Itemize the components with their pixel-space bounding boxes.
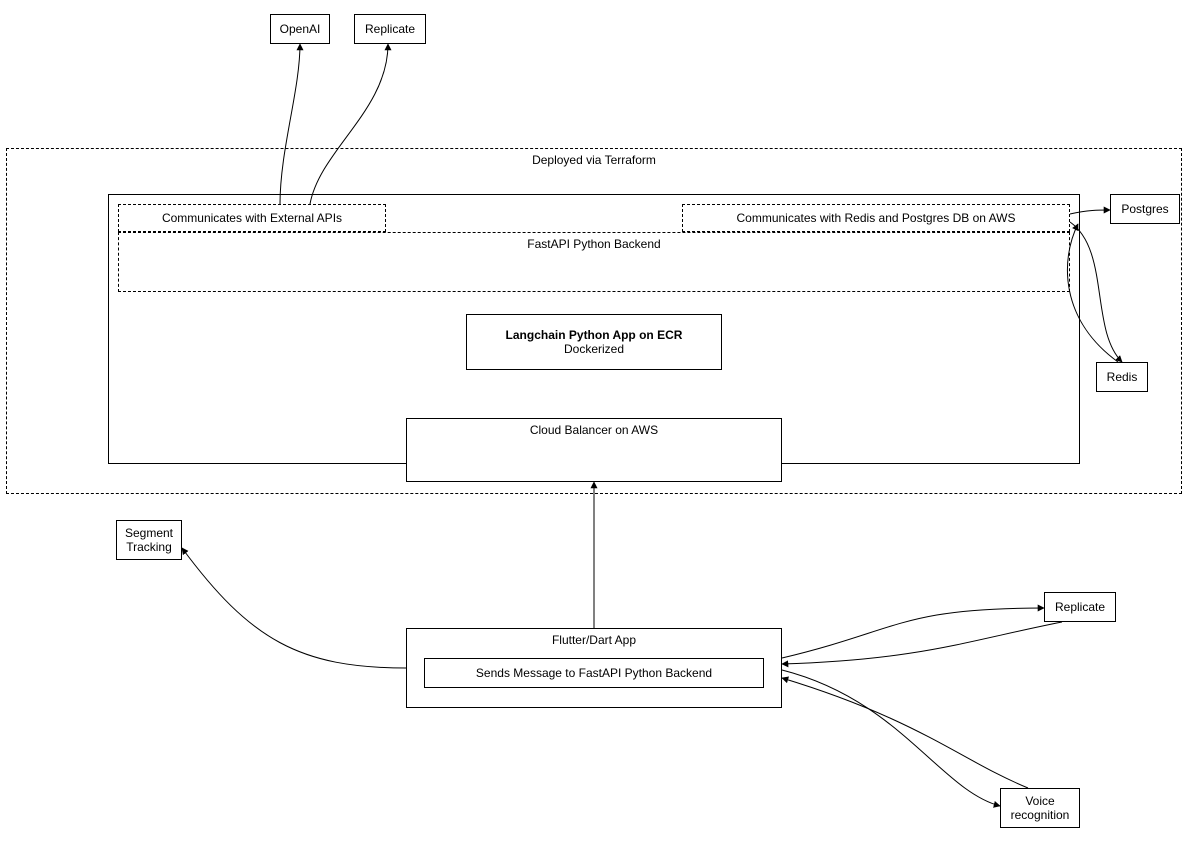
- redis-box: Redis: [1096, 362, 1148, 392]
- sends-msg-label: Sends Message to FastAPI Python Backend: [476, 666, 712, 680]
- external-apis-box: Communicates with External APIs: [118, 204, 386, 232]
- fastapi-box: FastAPI Python Backend: [118, 232, 1070, 292]
- cloud-balancer-label: Cloud Balancer on AWS: [530, 423, 658, 437]
- langchain-subtitle: Dockerized: [564, 342, 624, 356]
- segment-box: Segment Tracking: [116, 520, 182, 560]
- postgres-box: Postgres: [1110, 194, 1180, 224]
- redis-pg-comm-box: Communicates with Redis and Postgres DB …: [682, 204, 1070, 232]
- postgres-label: Postgres: [1121, 202, 1168, 216]
- replicate-bottom-label: Replicate: [1055, 600, 1105, 614]
- edge: [782, 678, 1028, 788]
- replicate-top-box: Replicate: [354, 14, 426, 44]
- sends-msg-box: Sends Message to FastAPI Python Backend: [424, 658, 764, 688]
- edge: [782, 670, 1000, 806]
- segment-label: Segment Tracking: [123, 526, 175, 554]
- voice-box: Voice recognition: [1000, 788, 1080, 828]
- cloud-balancer-box: Cloud Balancer on AWS: [406, 418, 782, 482]
- diagram-canvas: Deployed via Terraform Communicates with…: [0, 0, 1192, 846]
- langchain-label: Langchain Python App on ECR: [506, 328, 683, 342]
- edge: [782, 608, 1044, 658]
- replicate-top-label: Replicate: [365, 22, 415, 36]
- redis-label: Redis: [1107, 370, 1138, 384]
- flutter-label: Flutter/Dart App: [552, 633, 636, 647]
- openai-box: OpenAI: [270, 14, 330, 44]
- external-apis-label: Communicates with External APIs: [162, 211, 342, 225]
- terraform-label: Deployed via Terraform: [532, 153, 656, 167]
- langchain-box: Langchain Python App on ECR Dockerized: [466, 314, 722, 370]
- openai-label: OpenAI: [280, 22, 321, 36]
- edge: [182, 548, 406, 668]
- replicate-bottom-box: Replicate: [1044, 592, 1116, 622]
- fastapi-label: FastAPI Python Backend: [527, 237, 660, 251]
- edge: [782, 622, 1062, 664]
- voice-label: Voice recognition: [1007, 794, 1073, 822]
- redis-pg-comm-label: Communicates with Redis and Postgres DB …: [736, 211, 1015, 225]
